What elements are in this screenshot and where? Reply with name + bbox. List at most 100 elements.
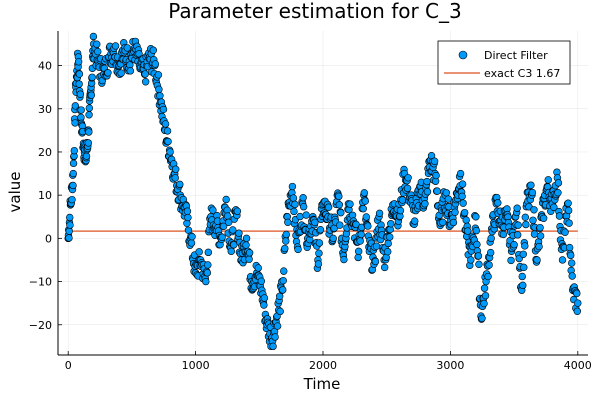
data-point — [473, 240, 481, 249]
data-point — [227, 247, 235, 256]
y-tick-label: 20 — [38, 146, 52, 159]
data-point — [456, 169, 465, 178]
data-point — [156, 92, 164, 100]
x-tick-label: 1000 — [182, 359, 210, 372]
data-point — [204, 248, 213, 257]
data-point — [302, 211, 310, 219]
data-point — [423, 187, 432, 196]
tick-labels: 0 1000 2000 3000 4000 −20 −10 0 10 20 30 40 — [29, 60, 592, 372]
data-point — [564, 206, 573, 215]
data-point — [280, 267, 288, 275]
data-point — [484, 272, 492, 281]
data-point — [299, 203, 308, 211]
data-point — [254, 264, 262, 272]
data-point — [432, 171, 440, 180]
data-point — [467, 256, 475, 264]
data-point — [141, 78, 150, 86]
data-point — [71, 102, 80, 110]
data-point — [183, 207, 192, 215]
data-point — [433, 187, 441, 195]
y-tick-label: 0 — [45, 232, 52, 245]
data-point — [85, 128, 93, 136]
data-point — [71, 119, 79, 127]
data-point — [513, 231, 522, 239]
data-point — [529, 216, 537, 224]
data-point — [403, 184, 412, 193]
data-point — [554, 189, 562, 197]
data-point — [315, 239, 324, 247]
data-point — [69, 159, 78, 168]
data-point — [386, 233, 394, 241]
data-point — [75, 70, 84, 78]
data-point — [439, 218, 447, 227]
data-point — [204, 261, 212, 269]
data-point — [68, 195, 76, 204]
data-point — [485, 261, 493, 269]
data-point — [203, 269, 212, 277]
data-point — [573, 289, 581, 298]
data-point — [271, 333, 279, 341]
data-point — [475, 260, 483, 269]
data-point — [171, 174, 179, 182]
scatter-points — [64, 32, 582, 351]
data-point — [87, 91, 96, 99]
data-point — [176, 180, 184, 189]
data-point — [357, 230, 365, 239]
data-point — [242, 241, 250, 249]
data-point — [329, 234, 337, 243]
data-point — [522, 220, 530, 229]
data-point — [398, 196, 407, 204]
axes — [57, 31, 588, 356]
data-point — [184, 213, 192, 222]
data-point — [340, 255, 348, 264]
data-point — [554, 179, 563, 187]
data-point — [88, 73, 96, 81]
data-point — [527, 181, 535, 189]
data-point — [555, 212, 564, 220]
data-point — [245, 249, 254, 257]
data-point — [149, 46, 157, 54]
data-point — [384, 239, 392, 248]
legend-marker-direct-filter — [458, 50, 468, 60]
data-point — [565, 219, 573, 227]
data-point — [360, 189, 368, 197]
data-point — [567, 259, 576, 267]
data-point — [311, 218, 319, 227]
data-point — [359, 205, 367, 213]
grid — [58, 31, 588, 355]
data-point — [458, 180, 467, 188]
data-point — [85, 104, 94, 112]
x-axis-label: Time — [303, 375, 341, 393]
data-point — [462, 216, 470, 224]
data-point — [521, 213, 530, 222]
data-point — [257, 277, 266, 285]
data-point — [291, 200, 299, 209]
data-point — [361, 197, 369, 205]
data-point — [159, 105, 168, 114]
data-point — [242, 234, 251, 243]
data-point — [276, 307, 284, 316]
data-point — [111, 42, 120, 50]
data-point — [126, 67, 135, 75]
data-point — [335, 192, 343, 201]
data-point — [513, 204, 521, 212]
data-point — [442, 189, 451, 197]
data-point — [336, 221, 344, 229]
y-axis-label: value — [6, 172, 24, 213]
data-point — [354, 253, 362, 262]
chart-title: Parameter estimation for C_3 — [168, 0, 462, 23]
data-point — [371, 257, 380, 266]
data-point — [356, 237, 364, 245]
data-point — [480, 299, 488, 308]
data-point — [290, 207, 298, 216]
data-point — [362, 213, 371, 221]
data-point — [561, 228, 569, 236]
data-point — [224, 212, 232, 220]
data-point — [233, 207, 242, 215]
data-point — [166, 148, 174, 156]
data-point — [84, 139, 93, 147]
data-point — [474, 252, 483, 260]
data-point — [550, 203, 558, 211]
data-point — [507, 256, 515, 265]
data-point — [451, 208, 459, 216]
